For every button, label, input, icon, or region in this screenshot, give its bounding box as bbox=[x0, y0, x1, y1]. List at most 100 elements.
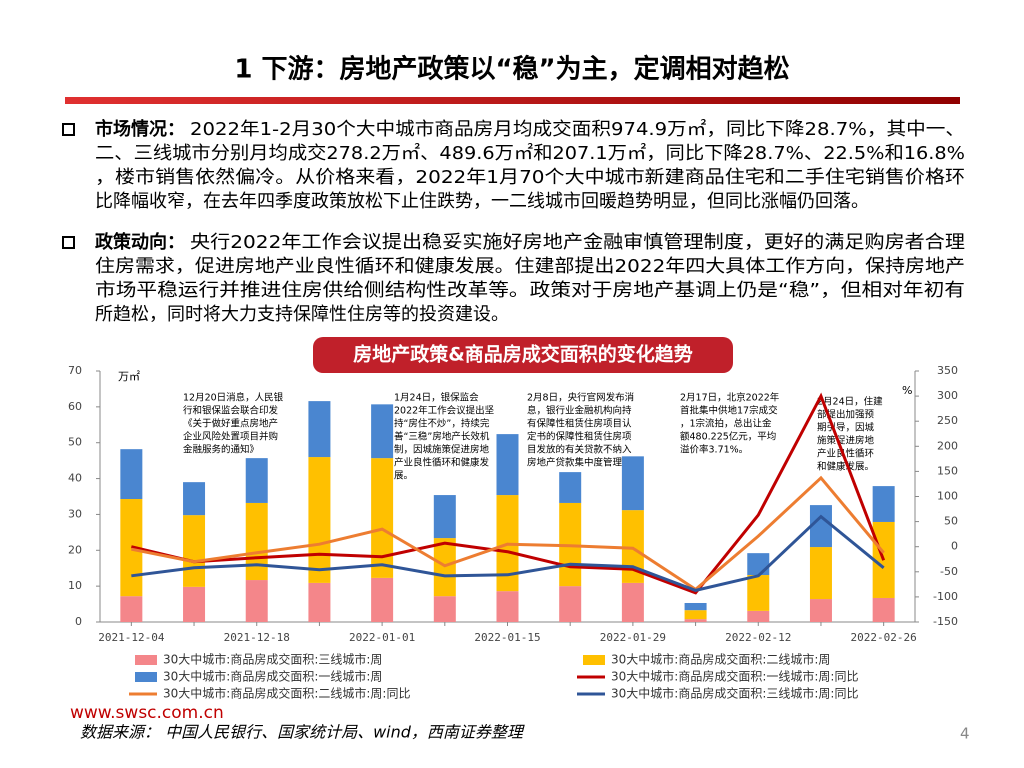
bar-segment bbox=[245, 580, 268, 622]
annotation: 金融服务的通知》 bbox=[183, 444, 259, 456]
annotation: 溢价率3.71%。 bbox=[680, 444, 748, 456]
legend-label: 30大中城市:商品房成交面积:三线城市:周:同比 bbox=[611, 686, 858, 701]
bar-segment bbox=[684, 602, 707, 611]
y-unit: 万㎡ bbox=[118, 370, 140, 383]
annotation: 额480.225亿元，平均 bbox=[680, 431, 776, 443]
bar-segment bbox=[496, 434, 519, 496]
page-number: 4 bbox=[960, 725, 970, 743]
bullet-line: ，楼市销售依然偏冷。从价格来看，2022年1月70个大中城市新建商品住宅和二手住… bbox=[95, 167, 965, 188]
bar-segment bbox=[371, 458, 394, 578]
annotation: 1月24日，银保监会 bbox=[394, 392, 479, 404]
bullet-line: 所趋松，同时将大力支持保障性住房等的投资建设。 bbox=[95, 304, 509, 325]
chart-banner bbox=[313, 337, 733, 373]
y2-tick-label: -100 bbox=[933, 590, 958, 603]
bar-segment bbox=[621, 456, 644, 511]
bullet-line: 2022年1-2月30个大中城市商品房月均成交面积974.9万㎡，同比下降28.… bbox=[190, 118, 965, 140]
annotation: 持“房住不炒”，持续完 bbox=[394, 418, 490, 430]
bullet-line: 市场平稳运行并推进住房供给侧结构性改革等。政策对于房地产基调上仍是“稳”，但相对… bbox=[95, 280, 965, 301]
annotation: 息，银行业金融机构向持 bbox=[527, 405, 632, 417]
y-tick-label: 0 bbox=[75, 615, 82, 628]
bullet-line: 比降幅收窄，在去年四季度政策放松下止住跌势，一二线城市回暖趋势明显，但同比涨幅仍… bbox=[95, 191, 869, 212]
annotation: 部提出加强预 bbox=[817, 409, 875, 421]
bar-segment bbox=[308, 401, 331, 458]
x-tick-label: 2022-01-15 bbox=[474, 631, 540, 644]
y-tick-label: 60 bbox=[68, 400, 82, 413]
bar-segment bbox=[120, 449, 143, 500]
bullet-label: 市场情况： bbox=[95, 118, 185, 140]
legend-swatch bbox=[135, 655, 157, 665]
slide-title: 1 下游：房地产政策以“稳”为主，定调相对趋松 bbox=[234, 54, 789, 85]
y-tick-label: 40 bbox=[68, 472, 82, 485]
y2-tick-label: 0 bbox=[951, 540, 958, 553]
bar-segment bbox=[621, 510, 644, 583]
bullet-line: 二、三线城市分别月均成交278.2万㎡、489.6万㎡和207.1万㎡，同比下降… bbox=[95, 142, 965, 164]
bar-segment bbox=[559, 472, 582, 503]
bullet-marker bbox=[62, 123, 75, 136]
x-tick-label: 2022-01-01 bbox=[349, 631, 415, 644]
bar-segment bbox=[809, 547, 832, 600]
legend-label: 30大中城市:商品房成交面积:二线城市:周 bbox=[611, 652, 830, 667]
y-tick-label: 30 bbox=[68, 507, 82, 520]
bar-segment bbox=[245, 502, 268, 581]
bar-segment bbox=[433, 495, 456, 539]
annotation: 期引导，因城 bbox=[817, 423, 875, 434]
bar-segment bbox=[433, 596, 456, 622]
legend-label: 30大中城市:商品房成交面积:二线城市:周:同比 bbox=[163, 686, 410, 701]
y2-tick-label: 250 bbox=[937, 414, 958, 427]
bar-segment bbox=[621, 582, 644, 622]
bar-segment bbox=[559, 586, 582, 622]
annotation: 产业良性循环 bbox=[817, 448, 874, 460]
bullet-label: 政策动向： bbox=[95, 231, 185, 253]
annotation: 房地产贷款集中度管理 bbox=[527, 457, 623, 469]
bar-segment bbox=[496, 591, 519, 622]
bar-segment bbox=[308, 457, 331, 583]
bullet-marker bbox=[62, 236, 75, 249]
annotation: 有保障性租赁住房项目认 bbox=[527, 418, 632, 430]
bar-segment bbox=[872, 597, 895, 622]
annotation: 善“三稳”房地产长效机 bbox=[394, 431, 490, 443]
x-tick-label: 2022-02-26 bbox=[851, 631, 917, 644]
bar-segment bbox=[872, 486, 895, 522]
annotation: ，1宗流拍，总出让金 bbox=[680, 418, 772, 430]
line-series bbox=[130, 392, 886, 595]
bar-segment bbox=[747, 610, 770, 622]
x-tick-label: 2021-12-18 bbox=[224, 631, 290, 644]
y-tick-label: 50 bbox=[68, 436, 82, 449]
annotation: 展。 bbox=[394, 471, 413, 482]
bullet-line: 住房需求，促进房地产业良性循环和健康发展。住建部提出2022年四大具体工作方向，… bbox=[95, 256, 965, 277]
annotation: 制，因城施策促进房地 bbox=[394, 444, 490, 456]
annotation: 行和银保监会联合印发 bbox=[183, 405, 279, 417]
y2-tick-label: 200 bbox=[937, 439, 958, 452]
legend-label: 30大中城市:商品房成交面积:三线城市:周 bbox=[163, 652, 382, 667]
annotation: 定书的保障性租赁住房项 bbox=[527, 431, 632, 443]
y2-tick-label: 350 bbox=[937, 364, 958, 377]
x-tick-label: 2022-01-29 bbox=[600, 631, 666, 644]
annotation: 企业风险处置项目并购 bbox=[183, 431, 278, 443]
line-series bbox=[131, 475, 885, 592]
bar-segment bbox=[183, 515, 206, 587]
y2-tick-label: 100 bbox=[937, 490, 958, 503]
annotation: 2月24日，住建 bbox=[817, 396, 883, 408]
bar-segment bbox=[183, 482, 206, 516]
bar-segment bbox=[308, 582, 331, 622]
chart: 0 10 20 30 40 50 60 70 -150 -100 -50 0 50 100 150 200 25… bbox=[68, 364, 958, 701]
y2-tick-label: -150 bbox=[933, 615, 958, 628]
y-tick-label: 70 bbox=[68, 364, 82, 377]
bar-segment bbox=[684, 619, 707, 622]
bar-segment bbox=[371, 577, 394, 622]
legend-swatch bbox=[583, 655, 605, 665]
bar-segment bbox=[120, 596, 143, 622]
y2-tick-label: 50 bbox=[944, 515, 958, 528]
annotation: 首批集中供地17宗成交 bbox=[680, 405, 778, 417]
legend-label: 30大中城市:商品房成交面积:一线城市:周 bbox=[163, 669, 382, 684]
title-rule bbox=[65, 97, 960, 104]
annotation: 目发放的有关贷款不纳入 bbox=[527, 444, 632, 456]
annotation: 2月8日，央行官网发布消 bbox=[527, 392, 634, 404]
bar-segment bbox=[245, 458, 268, 503]
bar-segment bbox=[684, 610, 707, 620]
legend-label: 30大中城市:商品房成交面积:一线城市:周:同比 bbox=[611, 669, 858, 684]
bar-segment bbox=[183, 586, 206, 622]
y-tick-label: 10 bbox=[68, 579, 82, 592]
